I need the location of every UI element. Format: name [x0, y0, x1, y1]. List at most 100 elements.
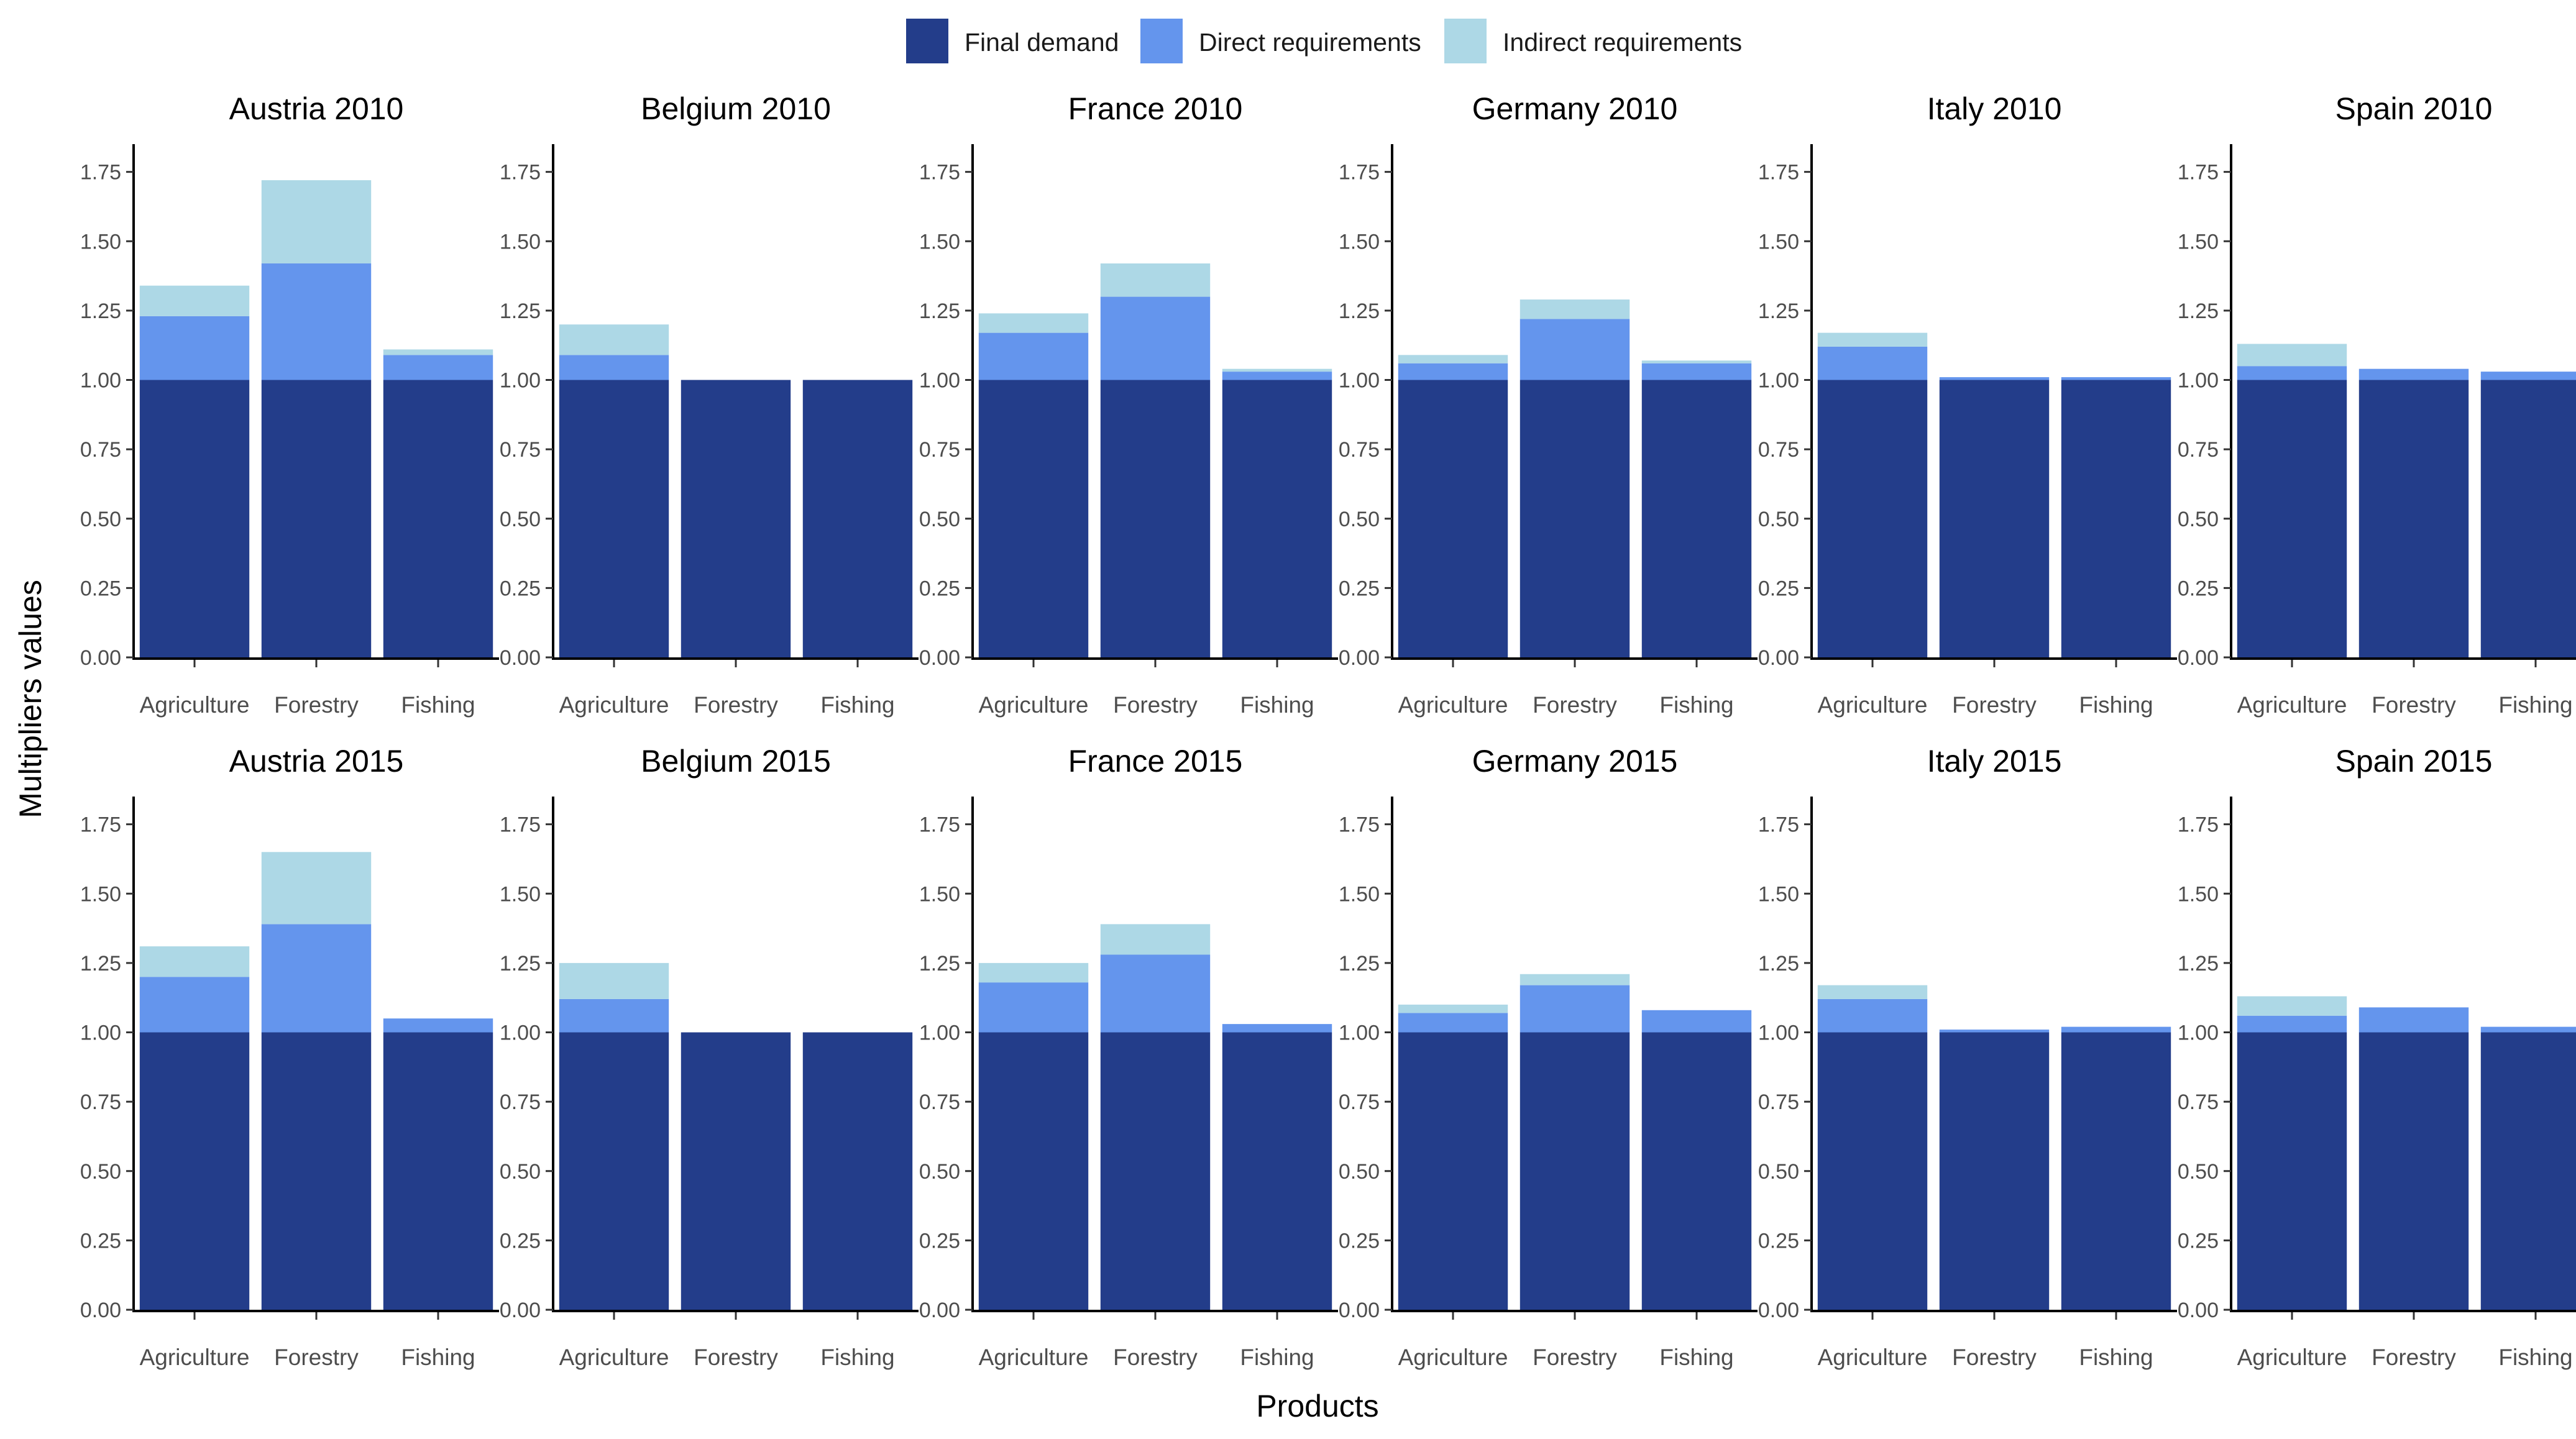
y-tick-label: 0.00 — [1339, 646, 1380, 670]
y-tick-label: 1.50 — [500, 230, 541, 254]
y-tick-label: 0.50 — [1339, 1160, 1380, 1184]
bar-direct-requirements-forestry — [1100, 954, 1211, 1033]
panel-austria-2015: Austria 2015 0.00 0.25 0.50 0.75 1.00 1.25 1.50… — [80, 744, 499, 1370]
bar-final-demand-forestry — [681, 1032, 791, 1310]
legend-swatch — [1140, 19, 1183, 63]
panel-title: Spain 2010 — [2335, 91, 2492, 126]
y-axis-title: Multipliers values — [13, 580, 48, 818]
bar-direct-requirements-agriculture — [559, 355, 669, 380]
panel-belgium-2015: Belgium 2015 0.00 0.25 0.50 0.75 1.00 1.25 1.50… — [500, 744, 919, 1370]
y-tick-label: 0.50 — [80, 508, 121, 531]
y-tick-label: 1.00 — [919, 1021, 960, 1045]
y-tick-label: 0.25 — [80, 1229, 121, 1253]
y-tick-label: 0.00 — [1758, 646, 1799, 670]
bar-direct-requirements-fishing — [383, 1018, 493, 1033]
x-tick-label-fishing: Fishing — [401, 692, 475, 718]
x-tick-label-agriculture: Agriculture — [1818, 1345, 1928, 1370]
y-tick-label: 1.50 — [2178, 882, 2219, 906]
y-tick-label: 0.75 — [500, 438, 541, 462]
y-tick-label: 1.00 — [2178, 369, 2219, 393]
y-tick-label: 1.25 — [1339, 299, 1380, 323]
y-tick-label: 0.00 — [80, 1299, 121, 1322]
y-tick-label: 0.75 — [1758, 438, 1799, 462]
y-tick-label: 0.25 — [1758, 577, 1799, 600]
bar-final-demand-agriculture — [559, 380, 669, 657]
y-tick-label: 1.75 — [2178, 813, 2219, 837]
y-tick-label: 1.25 — [500, 952, 541, 975]
bar-final-demand-agriculture — [978, 1032, 1089, 1310]
bar-direct-requirements-forestry — [1939, 1030, 2050, 1033]
bar-final-demand-agriculture — [139, 380, 250, 657]
y-tick-label: 1.50 — [1758, 882, 1799, 906]
bar-direct-requirements-agriculture — [1398, 1013, 1508, 1033]
y-tick-label: 1.75 — [1758, 813, 1799, 837]
x-tick-label-forestry: Forestry — [1533, 692, 1617, 718]
y-tick-label: 0.25 — [919, 1229, 960, 1253]
bar-direct-requirements-fishing — [383, 355, 493, 380]
x-tick-label-fishing: Fishing — [2498, 692, 2572, 718]
y-tick-label: 0.50 — [1758, 1160, 1799, 1184]
y-tick-label: 1.75 — [1758, 161, 1799, 185]
x-axis-title: Products — [1256, 1389, 1378, 1423]
panel-title: Germany 2015 — [1472, 744, 1678, 779]
x-tick-label-agriculture: Agriculture — [1818, 692, 1928, 718]
panel-spain-2015: Spain 2015 0.00 0.25 0.50 0.75 1.00 1.25 1.50 1.… — [2178, 744, 2576, 1370]
panel-title: Austria 2010 — [229, 91, 404, 126]
bar-final-demand-fishing — [1222, 1032, 1332, 1310]
x-tick-label-fishing: Fishing — [2079, 1345, 2153, 1370]
y-tick-label: 0.50 — [80, 1160, 121, 1184]
y-tick-label: 0.75 — [1339, 438, 1380, 462]
y-tick-label: 1.00 — [1339, 1021, 1380, 1045]
bar-direct-requirements-agriculture — [1817, 346, 1928, 380]
bar-direct-requirements-fishing — [2061, 377, 2171, 380]
y-tick-label: 1.50 — [1339, 230, 1380, 254]
bar-indirect-requirements-fishing — [1641, 360, 1752, 363]
panel-title: Germany 2010 — [1472, 91, 1678, 126]
panel-italy-2015: Italy 2015 0.00 0.25 0.50 0.75 1.00 1.25 1.50 1.… — [1758, 744, 2177, 1370]
x-tick-label-fishing: Fishing — [820, 692, 894, 718]
y-tick-label: 0.00 — [500, 646, 541, 670]
bar-direct-requirements-agriculture — [978, 982, 1089, 1033]
bar-indirect-requirements-agriculture — [2237, 996, 2347, 1016]
y-tick-label: 0.75 — [80, 1090, 121, 1114]
legend: Final demand Direct requirements Indirect … — [906, 19, 1742, 63]
panel-title: Italy 2010 — [1927, 91, 2062, 126]
y-tick-label: 1.50 — [80, 882, 121, 906]
panel-germany-2015: Germany 2015 0.00 0.25 0.50 0.75 1.00 1.25 1.50… — [1339, 744, 1758, 1370]
x-tick-label-agriculture: Agriculture — [140, 692, 250, 718]
x-tick-label-agriculture: Agriculture — [979, 1345, 1089, 1370]
y-tick-label: 1.25 — [80, 299, 121, 323]
y-tick-label: 1.25 — [1758, 299, 1799, 323]
y-tick-label: 1.75 — [919, 161, 960, 185]
bar-indirect-requirements-agriculture — [978, 962, 1089, 983]
bar-direct-requirements-fishing — [1641, 363, 1752, 380]
y-tick-label: 0.50 — [919, 508, 960, 531]
x-tick-label-agriculture: Agriculture — [559, 1345, 669, 1370]
bar-final-demand-forestry — [1519, 380, 1630, 657]
bar-final-demand-agriculture — [978, 380, 1089, 657]
panel-france-2010: France 2010 0.00 0.25 0.50 0.75 1.00 1.25 1.50 1… — [919, 91, 1338, 718]
y-tick-label: 1.50 — [500, 882, 541, 906]
bar-final-demand-forestry — [2358, 380, 2469, 657]
y-tick-label: 0.75 — [919, 438, 960, 462]
bar-final-demand-agriculture — [1398, 1032, 1508, 1310]
legend-swatch — [1444, 19, 1487, 63]
y-tick-label: 1.50 — [80, 230, 121, 254]
bar-indirect-requirements-agriculture — [139, 946, 250, 977]
y-tick-label: 0.75 — [500, 1090, 541, 1114]
y-tick-label: 1.00 — [919, 369, 960, 393]
y-tick-label: 1.75 — [919, 813, 960, 837]
bar-direct-requirements-forestry — [2358, 368, 2469, 380]
y-tick-label: 0.50 — [2178, 508, 2219, 531]
x-tick-label-fishing: Fishing — [1659, 1345, 1733, 1370]
bar-indirect-requirements-forestry — [1100, 263, 1211, 297]
y-tick-label: 1.00 — [1339, 369, 1380, 393]
bar-direct-requirements-forestry — [1100, 296, 1211, 380]
x-tick-label-forestry: Forestry — [1533, 1345, 1617, 1370]
panel-title: Austria 2015 — [229, 744, 404, 779]
bar-final-demand-forestry — [2358, 1032, 2469, 1310]
y-tick-label: 1.75 — [500, 161, 541, 185]
x-tick-label-agriculture: Agriculture — [1398, 692, 1508, 718]
y-tick-label: 0.50 — [2178, 1160, 2219, 1184]
